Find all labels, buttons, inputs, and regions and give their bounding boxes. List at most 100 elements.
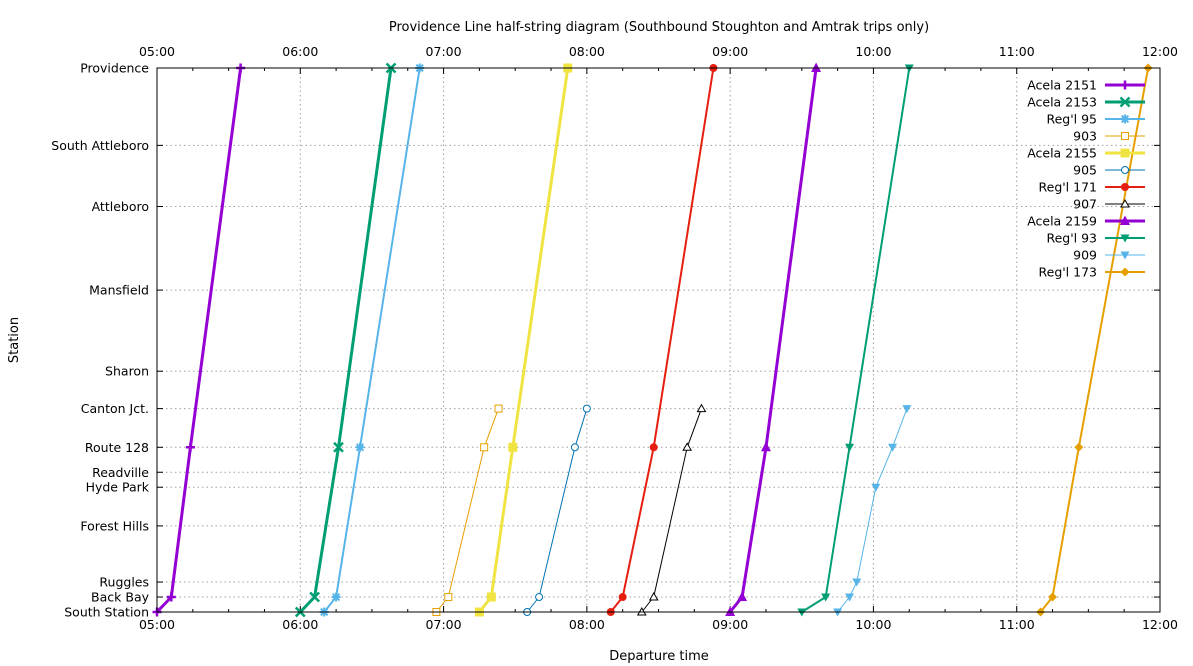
legend-marker xyxy=(1120,198,1130,208)
legend-item-acela-2153: Acela 2153 xyxy=(1027,95,1145,110)
legend-marker xyxy=(1120,267,1130,277)
data-point-903 xyxy=(480,443,489,452)
series-line-909 xyxy=(837,408,908,613)
data-point-acela-2159 xyxy=(725,606,736,616)
data-point-reg-l-171 xyxy=(618,593,627,602)
legend-item-reg-l-95: Reg'l 95 xyxy=(1046,112,1145,127)
x-tick-label: 06:00 xyxy=(282,617,318,632)
station-label-south-attleboro: South Attleboro xyxy=(51,138,149,153)
x-axis-label: Departure time xyxy=(609,649,708,664)
legend-item-reg-l-173: Reg'l 173 xyxy=(1039,265,1145,280)
data-point-907 xyxy=(648,592,659,601)
data-point-reg-l-171 xyxy=(649,443,658,452)
legend-label: Acela 2151 xyxy=(1027,78,1097,93)
station-label-providence: Providence xyxy=(80,61,149,76)
x-tick-label-top: 05:00 xyxy=(139,44,175,59)
station-label-canton-jct: Canton Jct. xyxy=(81,401,149,416)
series-reg-l-171 xyxy=(606,64,718,616)
series-reg-l-93 xyxy=(797,64,914,617)
series-line-acela-2151 xyxy=(155,67,243,614)
data-point-905 xyxy=(535,593,544,602)
legend-label: Acela 2155 xyxy=(1027,146,1097,161)
x-tick-label-top: 10:00 xyxy=(855,44,891,59)
station-label-sharon: Sharon xyxy=(105,364,149,379)
x-tick-label: 11:00 xyxy=(999,617,1035,632)
grid xyxy=(157,68,1160,612)
x-tick-label-top: 09:00 xyxy=(712,44,748,59)
legend-label: Acela 2153 xyxy=(1027,95,1097,110)
legend-marker xyxy=(1120,234,1130,243)
x-tick-label-top: 06:00 xyxy=(282,44,318,59)
data-point-acela-2153 xyxy=(333,441,344,453)
x-tick-label-top: 11:00 xyxy=(999,44,1035,59)
legend-item-reg-l-171: Reg'l 171 xyxy=(1039,180,1145,195)
station-label-mansfield: Mansfield xyxy=(89,283,149,298)
station-label-hyde-park: Hyde Park xyxy=(86,480,150,495)
data-point-reg-l-173 xyxy=(1048,592,1058,602)
station-label-forest-hills: Forest Hills xyxy=(80,518,149,533)
data-point-905 xyxy=(582,404,591,413)
legend-marker xyxy=(1121,183,1129,191)
legend-marker xyxy=(1120,114,1130,124)
series-line-reg-l-173 xyxy=(1039,67,1150,613)
data-point-909 xyxy=(888,443,898,452)
series-line-903 xyxy=(436,408,499,613)
station-label-readville: Readville xyxy=(92,465,149,480)
data-point-acela-2151 xyxy=(185,442,195,452)
data-point-909 xyxy=(852,578,862,587)
legend-marker xyxy=(1120,80,1130,90)
data-point-reg-l-93 xyxy=(821,593,831,602)
series-909 xyxy=(833,405,912,617)
data-point-905 xyxy=(570,443,579,452)
legend-marker xyxy=(1120,251,1130,260)
legend: Acela 2151 Acela 2153 Reg'l 95 903 Acela 215… xyxy=(1027,78,1145,280)
legend-label: 909 xyxy=(1073,248,1097,263)
legend-item-903: 903 xyxy=(1073,129,1145,144)
data-point-acela-2155 xyxy=(486,592,496,602)
station-label-ruggles: Ruggles xyxy=(99,575,149,590)
legend-item-acela-2155: Acela 2155 xyxy=(1027,146,1145,161)
legend-label: Reg'l 173 xyxy=(1039,265,1098,280)
legend-item-acela-2159: Acela 2159 xyxy=(1027,214,1145,229)
legend-label: 905 xyxy=(1073,163,1097,178)
legend-marker xyxy=(1121,132,1129,140)
legend-item-reg-l-93: Reg'l 93 xyxy=(1046,231,1145,246)
station-label-route-128: Route 128 xyxy=(85,440,149,455)
data-point-acela-2155 xyxy=(508,442,518,452)
legend-label: Reg'l 95 xyxy=(1046,112,1097,127)
data-point-reg-l-95 xyxy=(331,592,341,602)
series-line-907 xyxy=(641,408,702,613)
chart-title: Providence Line half-string diagram (Sou… xyxy=(389,20,929,35)
data-point-reg-l-95 xyxy=(355,442,365,452)
x-tick-label: 05:00 xyxy=(139,617,175,632)
x-tick-label: 07:00 xyxy=(426,617,462,632)
station-label-back-bay: Back Bay xyxy=(91,590,150,605)
series-line-acela-2155 xyxy=(478,67,570,613)
legend-label: Reg'l 171 xyxy=(1039,180,1098,195)
series-line-905 xyxy=(526,408,588,613)
data-point-909 xyxy=(845,593,855,602)
legend-marker xyxy=(1121,166,1129,174)
data-point-903 xyxy=(494,404,503,413)
data-point-909 xyxy=(902,405,912,414)
y-axis-station-labels: Providence South Attleboro Attleboro Mansfi… xyxy=(51,61,149,620)
x-axis-top-tick-labels: 05:00 06:00 07:00 08:00 09:00 10:00 11:00 12:00 xyxy=(139,44,1178,59)
data-point-acela-2159 xyxy=(811,62,822,72)
series-acela-2155 xyxy=(474,63,573,617)
x-axis-bottom-tick-labels: 05:00 06:00 07:00 08:00 09:00 10:00 11:00 12:00 xyxy=(139,617,1178,632)
legend-item-905: 905 xyxy=(1073,163,1145,178)
series-line-reg-l-171 xyxy=(609,67,715,613)
station-label-attleboro: Attleboro xyxy=(92,199,149,214)
y-axis-label: Station xyxy=(7,317,22,363)
data-point-reg-l-93 xyxy=(845,443,855,452)
x-tick-label: 09:00 xyxy=(712,617,748,632)
data-point-903 xyxy=(444,593,453,602)
series-reg-l-95 xyxy=(319,63,425,617)
trip-series xyxy=(152,62,1153,618)
x-tick-label: 12:00 xyxy=(1142,617,1178,632)
series-acela-2151 xyxy=(152,63,246,617)
series-acela-2159 xyxy=(725,62,822,616)
x-tick-label-top: 07:00 xyxy=(426,44,462,59)
legend-item-909: 909 xyxy=(1073,248,1145,263)
